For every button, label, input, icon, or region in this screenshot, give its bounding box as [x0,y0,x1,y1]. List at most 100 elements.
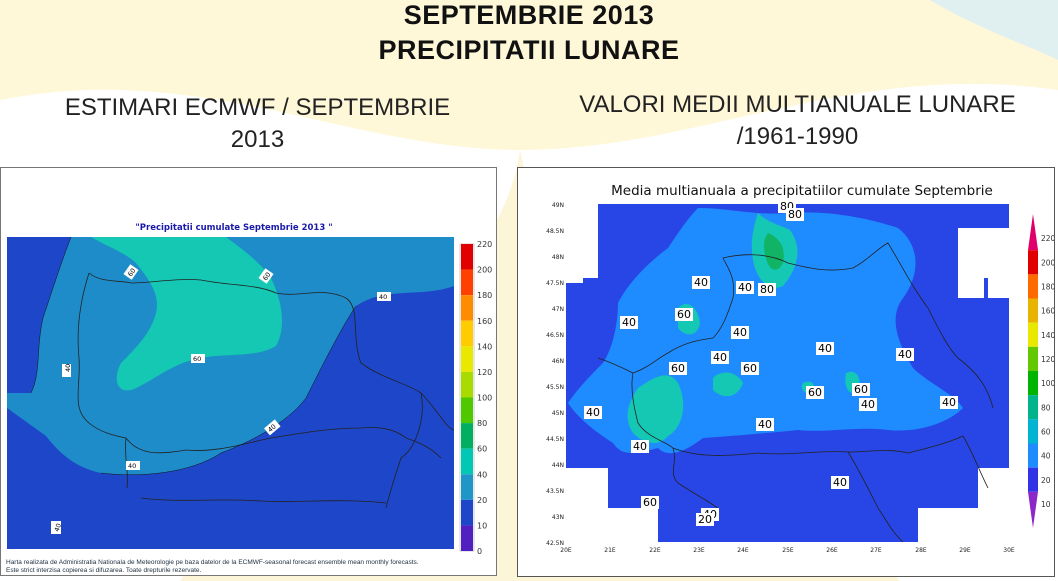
left-map-footnote-line2: Este strict interzisa copierea si difuza… [6,567,202,574]
legend-swatch [461,320,473,347]
legend-swatch [1028,371,1038,396]
lon-label: 27E [870,547,882,554]
legend-tick-label: 80 [477,419,487,428]
legend-tick-label: 10 [477,521,487,530]
legend-tick-label: 140 [477,342,492,351]
legend-tick-label: 100 [1041,379,1054,388]
contour-label: 40 [738,281,752,294]
contour-label-box [620,316,638,329]
contour-label-box [731,326,749,339]
left-map-borders [77,272,455,509]
legend-tick-label: 40 [477,470,487,479]
left-heading-line1: ESTIMARI ECMWF / SEPTEMBRIE [64,94,451,121]
contour-label-box [736,281,754,294]
legend-tick-label: 200 [1041,258,1054,267]
contour-label: 40 [266,423,277,434]
contour-label: 60 [854,383,868,396]
left-heading-line2: 2013 [230,126,285,153]
lat-label: 44.5N [546,436,564,443]
right-map-title: Media multianuala a precipitatiilor cumu… [611,183,993,199]
legend-swatch [1028,298,1038,323]
contour-label: 40 [713,351,727,364]
contour-label-box [696,513,714,526]
contour-label: 80 [760,283,774,296]
main-subtitle: PRECIPITATII LUNARE [378,35,680,65]
contour-label-box [692,276,710,289]
lat-label: 46.5N [546,332,564,339]
lat-label: 47.5N [546,280,564,287]
lon-label: 30E [1003,547,1015,554]
lat-label: 45.5N [546,384,564,391]
legend-swatch [1028,419,1038,444]
left-map-footnote-line1: Harta realizata de Administratia Nationa… [6,559,419,566]
contour-label-box [756,418,774,431]
contour-label-box [806,386,824,399]
lat-label: 45N [552,410,564,417]
lat-label: 42.5N [546,540,564,547]
legend-swatch [1028,274,1038,299]
legend-tick-label: 120 [1041,355,1054,364]
contour-label-box [816,342,834,355]
legend-tick-label: 80 [1041,403,1051,412]
legend-tick-label: 220 [477,240,492,249]
contour-label: 60 [743,362,757,375]
left-map-contour-labels: 60 60 40 40 60 40 40 40 [51,264,391,534]
contour-label-box [859,398,877,411]
contour-label: 60 [671,362,685,375]
contour-label-box [641,496,659,509]
right-map-lat-axis: 49N 48.5N 48N 47.5N 47N 46.5N 46N 45.5N … [546,202,564,547]
lon-label: 25E [782,547,794,554]
legend-swatch [461,448,473,475]
contour-label: 60 [643,496,657,509]
legend-swatch [461,371,473,398]
legend-tick-label: 20 [1041,476,1051,485]
legend-swatch [1028,443,1038,468]
lat-label: 47N [552,306,564,313]
legend-tick-label: 40 [1041,452,1051,461]
contour-label-box [831,476,849,489]
legend-swatch [1028,491,1038,528]
lat-label: 48N [552,254,564,261]
contour-label: 40 [733,326,747,339]
lat-label: 49N [552,202,564,209]
legend-swatch [1028,395,1038,420]
contour-label: 40 [53,522,63,533]
contour-label-box [758,283,776,296]
legend-swatch [461,423,473,449]
legend-tick-label: 0 [477,547,482,556]
right-map-lon-axis: 20E 21E 22E 23E 24E 25E 26E 27E 28E 29E … [560,547,1015,554]
contour-label-box [675,308,693,321]
contour-label: 60 [126,267,137,278]
lat-label: 43N [552,514,564,521]
contour-label: 20 [698,513,712,526]
legend-swatch [461,244,473,270]
legend-tick-label: 220 [1041,234,1054,243]
legend-tick-label: 10 [1041,500,1051,509]
legend-swatch [461,269,473,296]
right-heading-line1: VALORI MEDII MULTIANUALE LUNARE [579,91,1016,118]
contour-label-box [896,348,914,361]
legend-swatch [461,346,473,372]
contour-label: 40 [586,406,600,419]
legend-swatch [1028,214,1038,251]
lon-label: 26E [826,547,838,554]
legend-swatch [461,474,473,500]
right-map-legend: 220 200 180 160 140 120 100 80 60 40 20 10 [1028,214,1056,528]
contour-label-box [786,208,804,221]
contour-label: 40 [694,276,708,289]
lat-label: 48.5N [546,228,564,235]
lon-label: 29E [959,547,971,554]
contour-label: 40 [622,316,636,329]
legend-tick-label: 100 [477,394,492,403]
right-heading-line2: /1961-1990 [736,123,859,150]
lat-label: 44N [552,462,564,469]
contour-label: 40 [833,476,847,489]
contour-label: 40 [942,396,956,409]
legend-swatch [1028,467,1038,492]
lon-label: 21E [604,547,616,554]
left-map-heading: ESTIMARI ECMWF / SEPTEMBRIE 2013 [10,92,505,156]
legend-swatch [1028,346,1038,371]
legend-swatch [461,499,473,526]
